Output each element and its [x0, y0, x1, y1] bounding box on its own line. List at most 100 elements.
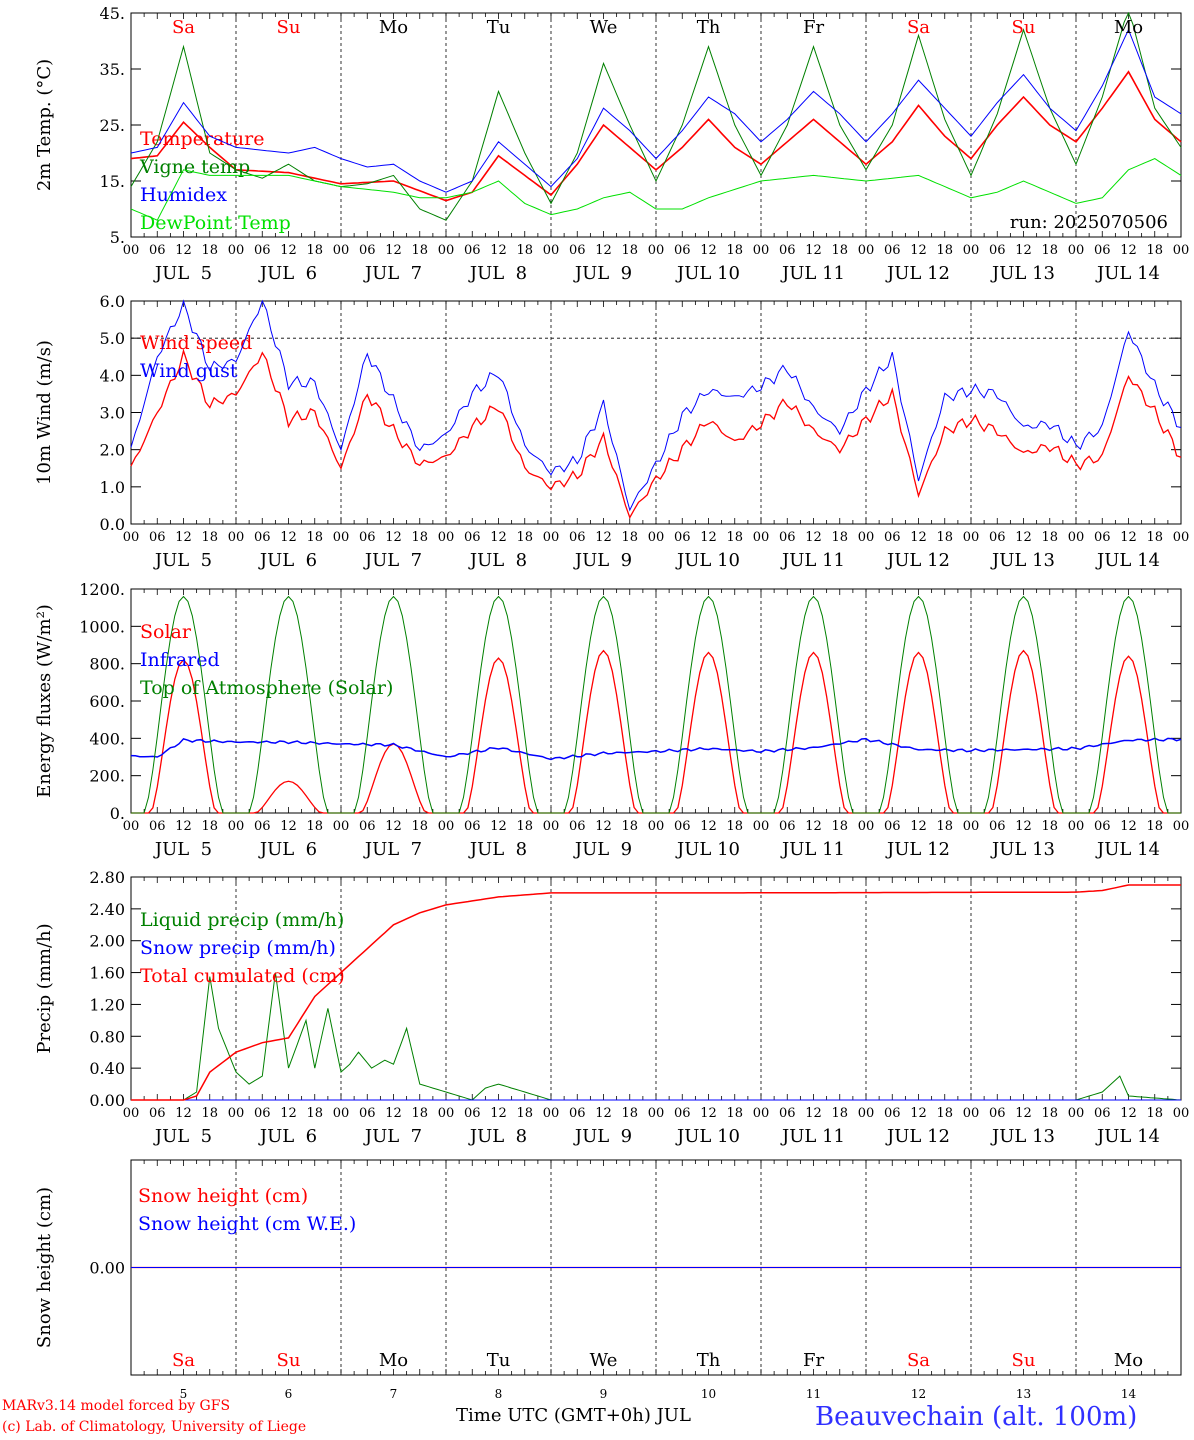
date-label: JUL 9: [573, 550, 632, 571]
hour-label: 00: [123, 819, 140, 834]
y-tick-label: 35.: [100, 60, 125, 79]
day-letter-bottom: Sa: [907, 1350, 930, 1371]
hour-label: 18: [1041, 819, 1058, 834]
date-label: JUL 10: [675, 263, 740, 284]
date-label: JUL 11: [780, 839, 845, 860]
day-letter: Sa: [172, 17, 195, 38]
legend-entry: Solar: [140, 621, 192, 643]
y-tick-label: 25.: [100, 116, 125, 135]
date-label: JUL 5: [153, 1126, 212, 1147]
y-tick-label: 1.0: [100, 478, 125, 497]
date-label: JUL 8: [468, 1126, 527, 1147]
legend-entry: Wind speed: [140, 332, 252, 354]
date-label: JUL 7: [363, 1126, 422, 1147]
hour-label: 18: [306, 530, 323, 545]
date-label: JUL 8: [468, 550, 527, 571]
hour-label: 18: [411, 243, 428, 258]
y-tick-label: 15.: [100, 172, 125, 191]
hour-label: 06: [359, 243, 376, 258]
legend-entry: Top of Atmosphere (Solar): [140, 677, 393, 699]
hour-label: 00: [648, 1106, 665, 1121]
series-line-1-1: [130, 70, 1182, 202]
day-letter-bottom: Tu: [487, 1350, 511, 1371]
date-label: JUL 13: [990, 550, 1055, 571]
date-label: JUL 8: [468, 263, 527, 284]
hour-label: 06: [1094, 819, 1111, 834]
panel-frame: [130, 12, 1182, 238]
date-label: JUL 11: [780, 550, 845, 571]
hour-label: 12: [280, 1106, 297, 1121]
hour-label: 06: [149, 819, 166, 834]
date-label: JUL 6: [258, 1126, 317, 1147]
y-tick-label: 1.20: [89, 995, 125, 1014]
legend-entry: Humidex: [140, 184, 227, 206]
hour-label: 06: [1094, 530, 1111, 545]
hour-label: 12: [805, 243, 822, 258]
hour-label: 18: [621, 243, 638, 258]
date-label: JUL 7: [363, 263, 422, 284]
series-line-1-3: [130, 28, 1182, 193]
legend-entry: Snow height (cm): [138, 1185, 308, 1207]
hour-label: 18: [306, 1106, 323, 1121]
hour-label: 12: [490, 530, 507, 545]
hour-label: 18: [516, 530, 533, 545]
hour-label: 18: [621, 1106, 638, 1121]
hour-label: 00: [648, 819, 665, 834]
hour-label: 18: [621, 530, 638, 545]
day-number: 8: [495, 1387, 503, 1401]
hour-label: 00: [753, 530, 770, 545]
day-letter-bottom: Su: [277, 1350, 301, 1371]
date-label: JUL 5: [153, 839, 212, 860]
hour-label: 18: [201, 530, 218, 545]
hour-label: 12: [175, 530, 192, 545]
date-label: JUL 5: [153, 263, 212, 284]
day-number: 11: [806, 1387, 821, 1401]
series-line-3-3: [131, 595, 1181, 814]
hour-label: 12: [490, 819, 507, 834]
hour-label: 06: [674, 530, 691, 545]
hour-label: 06: [989, 243, 1006, 258]
hour-label: 00: [333, 1106, 350, 1121]
hour-label: 00: [1173, 530, 1190, 545]
date-label: JUL 13: [990, 263, 1055, 284]
hour-label: 12: [1120, 530, 1137, 545]
hour-label: 00: [333, 243, 350, 258]
date-label: JUL 14: [1095, 263, 1160, 284]
hour-label: 00: [1173, 243, 1190, 258]
hour-label: 12: [910, 530, 927, 545]
day-letter: Th: [697, 17, 721, 38]
hour-label: 06: [989, 1106, 1006, 1121]
hour-label: 00: [753, 243, 770, 258]
hour-label: 06: [464, 819, 481, 834]
y-tick-label: 45.: [100, 4, 125, 23]
date-label: JUL 6: [258, 839, 317, 860]
hour-label: 18: [411, 819, 428, 834]
hour-label: 12: [700, 819, 717, 834]
legend-entry: DewPoint Temp: [140, 212, 291, 234]
day-letter: Mo: [1114, 17, 1143, 38]
hour-label: 18: [726, 243, 743, 258]
hour-label: 00: [1068, 819, 1085, 834]
hour-label: 06: [1094, 1106, 1111, 1121]
hour-label: 12: [1120, 819, 1137, 834]
y-tick-label: 4.0: [100, 366, 125, 385]
date-label: JUL 10: [675, 550, 740, 571]
hour-label: 06: [254, 530, 271, 545]
y-tick-label: 6.0: [100, 292, 125, 311]
panel-1: 5. 15. 25. 35. 45. 2m Temp. (°C) Temperature Vi…: [34, 4, 1189, 284]
y-tick-label: 1000.: [79, 617, 125, 636]
y-tick-label: 0.80: [89, 1027, 125, 1046]
date-label: JUL 13: [990, 1126, 1055, 1147]
day-letter-bottom: Th: [697, 1350, 721, 1371]
hour-label: 18: [831, 819, 848, 834]
date-label: JUL 11: [780, 263, 845, 284]
hour-label: 18: [831, 1106, 848, 1121]
hour-label: 18: [516, 243, 533, 258]
model-credit: MARv3.14 model forced by GFS: [2, 1398, 231, 1414]
hour-label: 12: [1015, 1106, 1032, 1121]
hour-label: 00: [963, 243, 980, 258]
date-label: JUL 8: [468, 839, 527, 860]
hour-label: 00: [1068, 1106, 1085, 1121]
hour-label: 00: [123, 1106, 140, 1121]
hour-label: 12: [910, 1106, 927, 1121]
